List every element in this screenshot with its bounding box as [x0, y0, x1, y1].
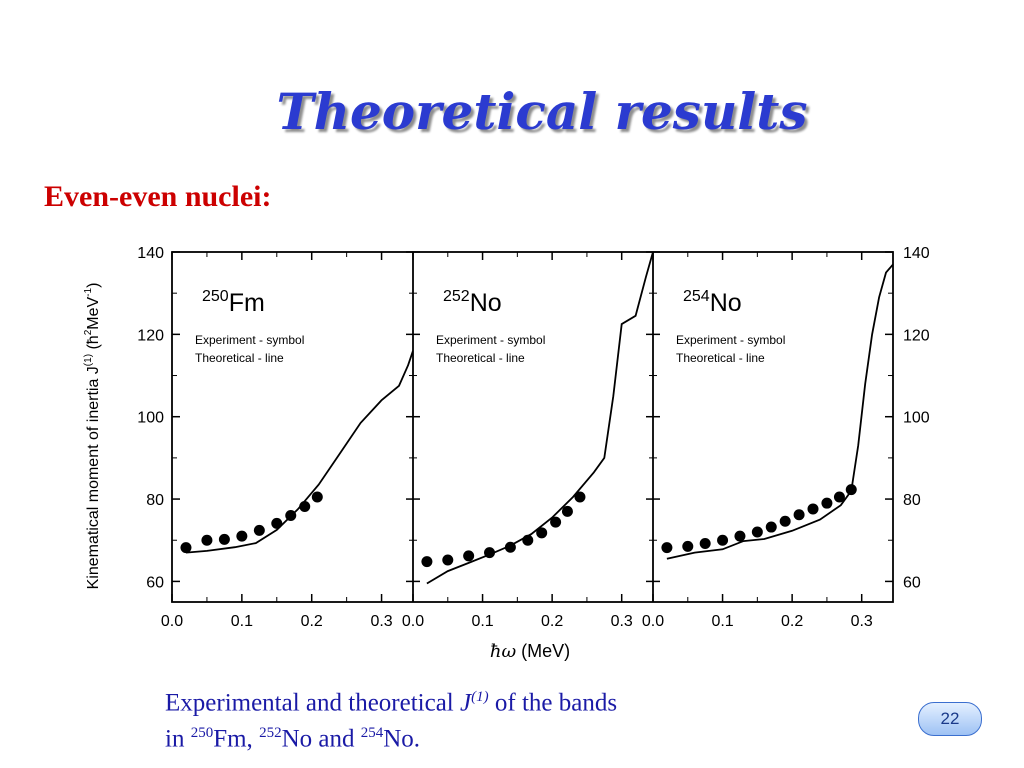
experiment-point [180, 542, 192, 554]
experiment-point [271, 517, 283, 529]
y-tick-label-left: 100 [137, 410, 164, 427]
caption-text-2: of the bands [488, 689, 618, 717]
nucleus-label: 252No [443, 288, 502, 317]
experiment-point [807, 503, 819, 515]
caption-mass-fm: 250 [190, 725, 214, 742]
x-tick-label: 0.3 [611, 613, 633, 630]
experiment-point [734, 530, 746, 542]
caption-symbol-sup: (1) [471, 689, 489, 705]
x-tick-label: 0.1 [231, 613, 253, 630]
experiment-point [484, 547, 496, 559]
experiment-point [550, 516, 562, 528]
x-tick-label: 0.1 [471, 613, 493, 630]
y-tick-label-right: 100 [903, 410, 930, 427]
experiment-point [833, 491, 845, 503]
y-tick-label-left: 120 [137, 327, 164, 344]
experiment-point [285, 510, 297, 522]
slide-title: Theoretical results [276, 82, 808, 141]
experiment-point [253, 524, 265, 536]
y-tick-label-left: 60 [146, 574, 164, 591]
experiment-point [661, 542, 673, 554]
nucleus-label: 250Fm [202, 288, 265, 317]
experiment-point [442, 554, 454, 566]
x-axis-label: ħω (MeV) [490, 641, 570, 662]
x-tick-label: 0.0 [161, 613, 183, 630]
theory-line [185, 350, 413, 554]
experiment-point [793, 509, 805, 521]
legend-experiment: Experiment - symbol [195, 333, 304, 347]
x-tick-label: 0.2 [301, 613, 323, 630]
y-tick-label-left: 140 [137, 245, 164, 262]
section-subtitle: Even-even nuclei: [44, 180, 272, 213]
experiment-point [299, 500, 311, 512]
nucleus-label: 254No [683, 288, 742, 317]
experiment-point [421, 556, 433, 568]
x-tick-label: 0.2 [541, 613, 563, 630]
experiment-point [751, 526, 763, 538]
legend-experiment: Experiment - symbol [676, 333, 785, 347]
y-tick-label-right: 120 [903, 327, 930, 344]
experiment-point [682, 540, 694, 552]
experiment-point [699, 538, 711, 550]
legend-experiment: Experiment - symbol [436, 333, 545, 347]
x-tick-label: 0.0 [642, 613, 664, 630]
x-tick-label: 0.3 [370, 613, 392, 630]
caption-symbol: J [460, 689, 472, 717]
caption-text-1: Experimental and theoretical [165, 689, 461, 717]
legend-theory: Theoretical - line [195, 351, 284, 365]
x-tick-label: 0.1 [711, 613, 733, 630]
experiment-point [717, 534, 729, 546]
page-number-badge: 22 [918, 702, 982, 736]
caption-mass-no254: 254 [360, 725, 384, 742]
y-tick-label-right: 140 [903, 245, 930, 262]
caption-mass-no252: 252 [259, 725, 282, 742]
experiment-point [201, 534, 213, 546]
caption-in: in [165, 725, 191, 753]
caption-no-and: No and [281, 725, 361, 753]
experiment-point [311, 491, 323, 503]
experiment-point [236, 530, 248, 542]
figure-caption: Experimental and theoretical J(1) of the… [165, 682, 865, 755]
experiment-point [574, 491, 586, 503]
y-axis-label: Kinematical moment of inertia J(1) (ħ2Me… [83, 283, 102, 590]
x-tick-label: 0.2 [781, 613, 803, 630]
y-tick-label-right: 80 [903, 492, 921, 509]
caption-no-end: No. [383, 725, 421, 753]
x-tick-label: 0.0 [402, 613, 424, 630]
caption-fm: Fm, [213, 725, 260, 753]
x-tick-label: 0.3 [851, 613, 873, 630]
experiment-point [218, 533, 230, 545]
legend-theory: Theoretical - line [676, 351, 765, 365]
theory-line [666, 263, 893, 560]
experiment-point [522, 534, 534, 546]
legend-theory: Theoretical - line [436, 351, 525, 365]
y-tick-label-right: 60 [903, 574, 921, 591]
experiment-point [536, 527, 548, 539]
experiment-point [463, 550, 475, 562]
experiment-point [779, 515, 791, 527]
experiment-point [845, 484, 857, 496]
experiment-point [765, 521, 777, 533]
experiment-point [821, 497, 833, 509]
experiment-point [504, 541, 516, 553]
plot-frame [171, 251, 894, 603]
y-tick-label-left: 80 [146, 492, 164, 509]
experiment-point [561, 505, 573, 517]
theory-line [426, 252, 653, 585]
